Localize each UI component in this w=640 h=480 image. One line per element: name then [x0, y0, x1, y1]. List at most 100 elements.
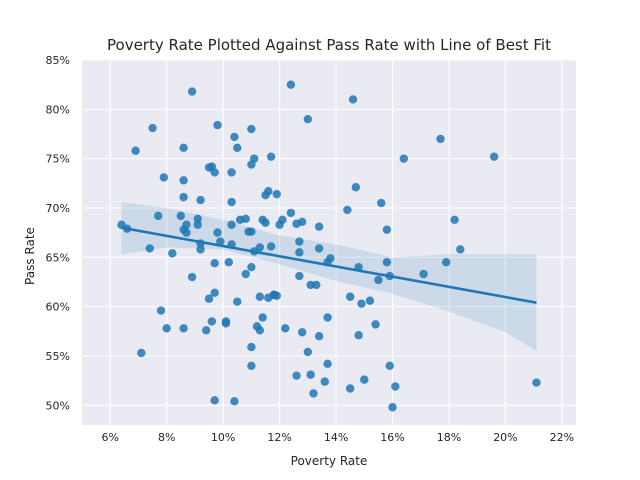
data-point	[323, 359, 332, 369]
data-point	[343, 205, 352, 215]
x-tick-label: 16%	[380, 431, 404, 444]
data-point	[230, 132, 239, 142]
data-point	[227, 197, 236, 207]
x-axis-title: Poverty Rate	[291, 454, 368, 468]
data-point	[360, 375, 369, 384]
data-point	[213, 228, 222, 237]
data-point	[345, 292, 355, 301]
data-point	[532, 378, 541, 387]
x-tick-labels: 6% 8% 10% 12% 14% 16% 18% 20% 22%	[102, 431, 575, 444]
data-point	[179, 324, 188, 333]
data-point	[193, 214, 202, 224]
data-point	[306, 370, 315, 379]
data-point	[374, 275, 383, 285]
data-point	[292, 371, 301, 380]
data-point	[230, 397, 239, 406]
data-point	[148, 123, 157, 133]
data-point	[247, 124, 256, 134]
data-point	[264, 187, 273, 196]
data-point	[272, 291, 281, 300]
x-tick-label: 8%	[158, 431, 175, 444]
data-point	[388, 403, 397, 412]
confidence-band	[121, 202, 537, 352]
data-point	[354, 331, 363, 340]
data-point	[176, 211, 185, 221]
data-point	[272, 189, 281, 199]
y-tick-label: 80%	[46, 103, 70, 116]
data-point	[314, 222, 324, 231]
data-point	[295, 237, 304, 246]
data-point	[357, 299, 366, 308]
data-point	[187, 87, 197, 96]
x-tick-label: 14%	[324, 431, 348, 444]
fit-line	[121, 226, 537, 304]
data-point	[377, 198, 386, 208]
data-point	[382, 225, 392, 234]
y-tick-label: 85%	[46, 54, 70, 67]
x-tick-label: 10%	[211, 431, 235, 444]
data-point	[137, 348, 146, 358]
y-tick-label: 70%	[46, 202, 70, 215]
data-points	[117, 80, 541, 412]
data-point	[210, 168, 219, 177]
data-point	[281, 324, 290, 333]
data-point	[187, 272, 197, 282]
data-point	[255, 326, 265, 335]
data-point	[241, 214, 250, 224]
data-point	[258, 313, 267, 322]
data-point	[489, 152, 499, 161]
data-point	[385, 361, 394, 371]
data-point	[162, 324, 171, 333]
data-point	[159, 173, 169, 182]
data-point	[193, 220, 202, 229]
data-point	[210, 259, 219, 268]
data-point	[249, 154, 259, 163]
data-point	[210, 396, 219, 405]
data-point	[312, 280, 321, 290]
y-axis-title: Pass Rate	[23, 227, 37, 285]
chart-title: Poverty Rate Plotted Against Pass Rate w…	[107, 36, 551, 54]
data-point	[255, 243, 265, 252]
data-point	[179, 192, 188, 202]
data-point	[309, 389, 318, 398]
x-tick-label: 20%	[493, 431, 517, 444]
data-point	[441, 258, 451, 267]
data-point	[303, 114, 313, 124]
data-point	[255, 292, 265, 301]
data-point	[145, 244, 154, 253]
data-point	[196, 245, 205, 254]
data-point	[131, 146, 140, 155]
data-point	[247, 342, 256, 352]
data-point	[233, 297, 242, 306]
data-point	[323, 313, 332, 322]
confidence-band-area	[121, 202, 537, 352]
grid-lines	[82, 59, 576, 425]
data-point	[179, 176, 188, 185]
data-point	[247, 361, 256, 371]
data-point	[326, 254, 335, 263]
data-point	[221, 319, 231, 328]
data-point	[213, 120, 222, 130]
data-point	[224, 258, 233, 267]
y-tick-label: 60%	[46, 301, 70, 314]
data-point	[156, 306, 166, 315]
data-point	[233, 143, 242, 152]
data-point	[436, 134, 445, 144]
regression-line	[121, 226, 537, 304]
data-point	[351, 183, 361, 192]
data-point	[399, 154, 409, 163]
data-point	[295, 248, 304, 257]
y-tick-label: 50%	[46, 399, 70, 412]
data-point	[320, 377, 329, 386]
x-tick-label: 22%	[550, 431, 574, 444]
data-point	[456, 245, 465, 254]
y-tick-label: 55%	[46, 350, 70, 363]
data-point	[247, 227, 256, 236]
data-point	[196, 195, 205, 205]
data-point	[314, 332, 324, 341]
data-point	[295, 271, 304, 281]
data-point	[266, 242, 276, 251]
data-point	[382, 258, 392, 267]
data-point	[286, 208, 296, 218]
